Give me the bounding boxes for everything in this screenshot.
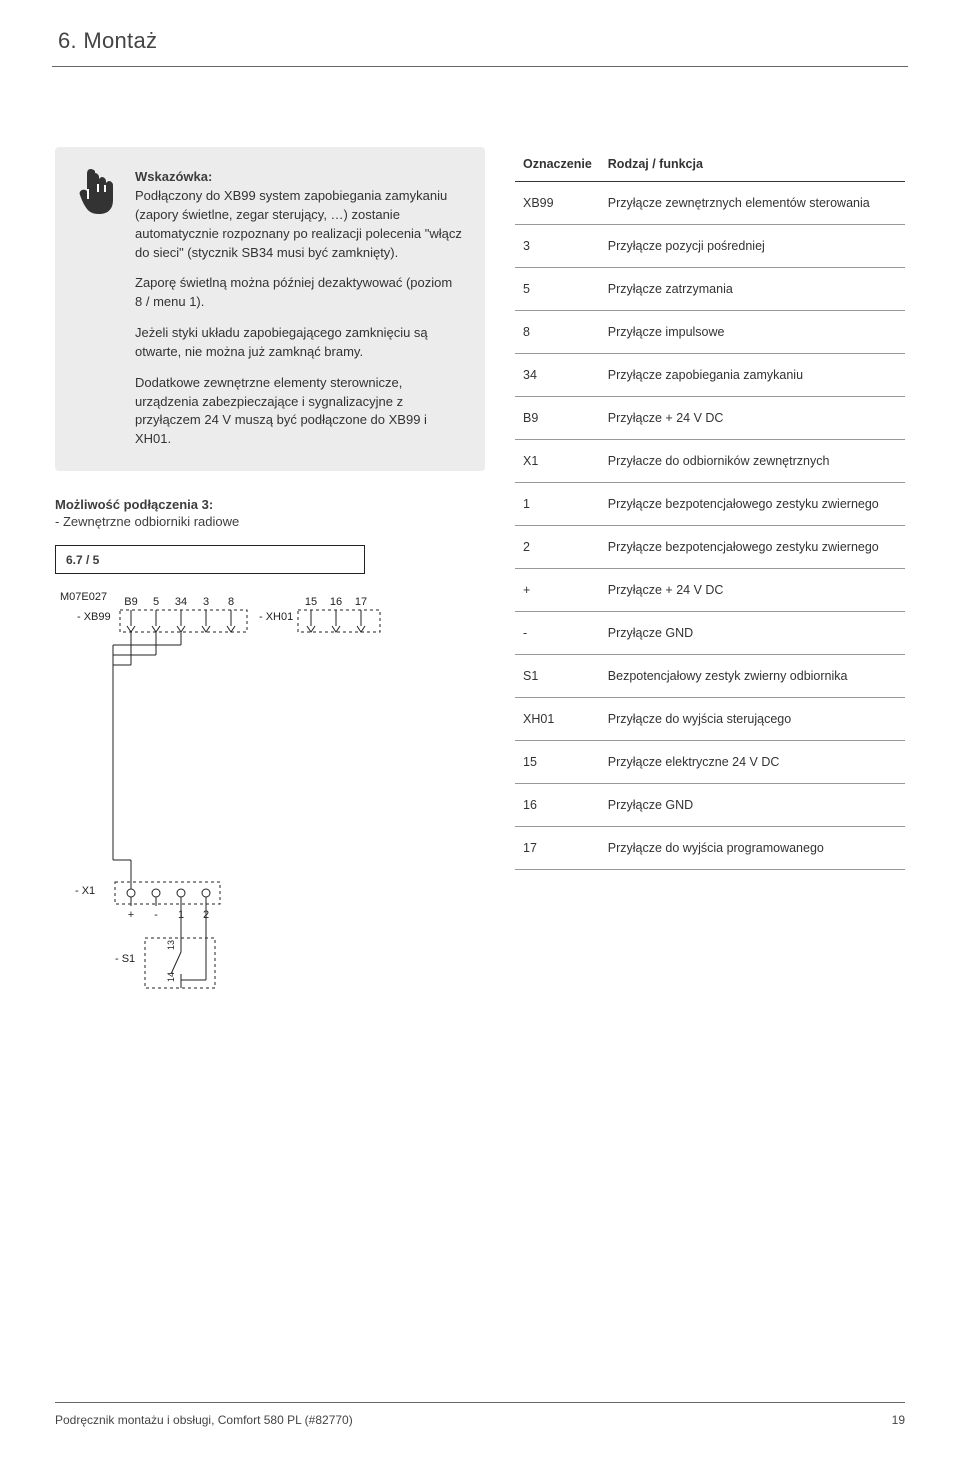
table-cell-designation: S1	[515, 655, 600, 698]
tip-paragraph-1: Podłączony do XB99 system zapobiegania z…	[135, 187, 463, 262]
possibility-heading: Możliwość podłączenia 3:	[55, 497, 485, 512]
table-row: 5Przyłącze zatrzymania	[515, 268, 905, 311]
diagram-box-label: 6.7 / 5	[55, 545, 365, 574]
svg-text:34: 34	[175, 596, 187, 608]
table-row: X1Przyłacze do odbiorników zewnętrznych	[515, 440, 905, 483]
page-footer: Podręcznik montażu i obsługi, Comfort 58…	[55, 1402, 905, 1427]
table-row: 16Przyłącze GND	[515, 784, 905, 827]
left-column: Wskazówka: Podłączony do XB99 system zap…	[55, 147, 485, 1010]
table-row: +Przyłącze + 24 V DC	[515, 569, 905, 612]
table-row: 3Przyłącze pozycji pośredniej	[515, 225, 905, 268]
tip-paragraph-3: Jeżeli styki układu zapobiegającego zamk…	[135, 324, 463, 362]
table-cell-function: Przyłącze do wyjścia programowanego	[600, 827, 905, 870]
diagram-ref: M07E027	[60, 591, 107, 603]
table-cell-function: Przyłącze GND	[600, 612, 905, 655]
pointing-hand-icon	[73, 167, 117, 217]
possibility-subline: - Zewnętrzne odbiorniki radiowe	[55, 514, 485, 529]
table-cell-designation: 34	[515, 354, 600, 397]
table-cell-function: Przyłącze elektryczne 24 V DC	[600, 741, 905, 784]
xb99-terminals: B9 5 34 3 8	[124, 596, 235, 632]
table-cell-designation: -	[515, 612, 600, 655]
right-column: Oznaczenie Rodzaj / funkcja XB99Przyłącz…	[515, 147, 905, 1010]
table-row: B9Przyłącze + 24 V DC	[515, 397, 905, 440]
table-cell-designation: 3	[515, 225, 600, 268]
svg-text:5: 5	[153, 596, 159, 608]
conn-x1: - X1	[75, 885, 95, 897]
table-cell-designation: X1	[515, 440, 600, 483]
table-cell-designation: 16	[515, 784, 600, 827]
table-cell-function: Przyłącze GND	[600, 784, 905, 827]
table-cell-designation: 8	[515, 311, 600, 354]
table-row: 2Przyłącze bezpotencjałowego zestyku zwi…	[515, 526, 905, 569]
table-cell-designation: 17	[515, 827, 600, 870]
table-cell-function: Przyłącze zewnętrznych elementów sterowa…	[600, 182, 905, 225]
wiring-diagram: M07E027 - XB99 B9 5 34 3 8	[55, 580, 485, 1010]
page-title: 6. Montaż	[0, 0, 960, 54]
table-cell-designation: 5	[515, 268, 600, 311]
table-cell-function: Przyłacze do odbiorników zewnętrznych	[600, 440, 905, 483]
footer-page-number: 19	[892, 1413, 905, 1427]
tip-paragraph-4: Dodatkowe zewnętrzne elementy sterownicz…	[135, 374, 463, 449]
table-cell-function: Przyłącze impulsowe	[600, 311, 905, 354]
tip-heading: Wskazówka:	[135, 169, 463, 184]
svg-text:8: 8	[228, 596, 234, 608]
tip-paragraph-2: Zaporę świetlną można później dezaktywow…	[135, 274, 463, 312]
table-cell-designation: XH01	[515, 698, 600, 741]
svg-text:15: 15	[305, 596, 317, 608]
table-cell-designation: 15	[515, 741, 600, 784]
svg-text:13: 13	[166, 940, 176, 950]
table-cell-function: Przyłącze pozycji pośredniej	[600, 225, 905, 268]
table-cell-designation: +	[515, 569, 600, 612]
table-cell-designation: B9	[515, 397, 600, 440]
svg-text:-: -	[154, 909, 158, 921]
table-header-left: Oznaczenie	[515, 147, 600, 182]
conn-xb99: - XB99	[77, 611, 111, 623]
table-row: 15Przyłącze elektryczne 24 V DC	[515, 741, 905, 784]
diagram-box-number: 6.7 / 5	[66, 553, 99, 567]
table-row: -Przyłącze GND	[515, 612, 905, 655]
reference-table: Oznaczenie Rodzaj / funkcja XB99Przyłącz…	[515, 147, 905, 870]
svg-text:16: 16	[330, 596, 342, 608]
table-cell-function: Przyłącze zapobiegania zamykaniu	[600, 354, 905, 397]
svg-text:3: 3	[203, 596, 209, 608]
table-cell-function: Przyłącze + 24 V DC	[600, 397, 905, 440]
table-cell-function: Przyłącze + 24 V DC	[600, 569, 905, 612]
xh01-terminals: 15 16 17	[305, 596, 367, 632]
table-row: S1Bezpotencjałowy zestyk zwierny odbiorn…	[515, 655, 905, 698]
table-cell-function: Przyłącze do wyjścia sterującego	[600, 698, 905, 741]
table-cell-function: Bezpotencjałowy zestyk zwierny odbiornik…	[600, 655, 905, 698]
table-row: XH01Przyłącze do wyjścia sterującego	[515, 698, 905, 741]
table-row: 8Przyłącze impulsowe	[515, 311, 905, 354]
table-row: 17Przyłącze do wyjścia programowanego	[515, 827, 905, 870]
table-cell-designation: 2	[515, 526, 600, 569]
tip-box: Wskazówka: Podłączony do XB99 system zap…	[55, 147, 485, 471]
x1-terminals: + - 1 2	[127, 889, 210, 921]
table-cell-function: Przyłącze bezpotencjałowego zestyku zwie…	[600, 526, 905, 569]
table-cell-designation: 1	[515, 483, 600, 526]
svg-text:B9: B9	[124, 596, 137, 608]
svg-text:17: 17	[355, 596, 367, 608]
footer-left: Podręcznik montażu i obsługi, Comfort 58…	[55, 1413, 353, 1427]
content-row: Wskazówka: Podłączony do XB99 system zap…	[0, 67, 960, 1010]
conn-xh01: - XH01	[259, 611, 293, 623]
table-row: 1Przyłącze bezpotencjałowego zestyku zwi…	[515, 483, 905, 526]
table-header-right: Rodzaj / funkcja	[600, 147, 905, 182]
table-cell-function: Przyłącze zatrzymania	[600, 268, 905, 311]
svg-text:+: +	[128, 909, 134, 921]
table-row: 34Przyłącze zapobiegania zamykaniu	[515, 354, 905, 397]
table-cell-function: Przyłącze bezpotencjałowego zestyku zwie…	[600, 483, 905, 526]
table-row: XB99Przyłącze zewnętrznych elementów ste…	[515, 182, 905, 225]
conn-s1: - S1	[115, 953, 135, 965]
table-cell-designation: XB99	[515, 182, 600, 225]
